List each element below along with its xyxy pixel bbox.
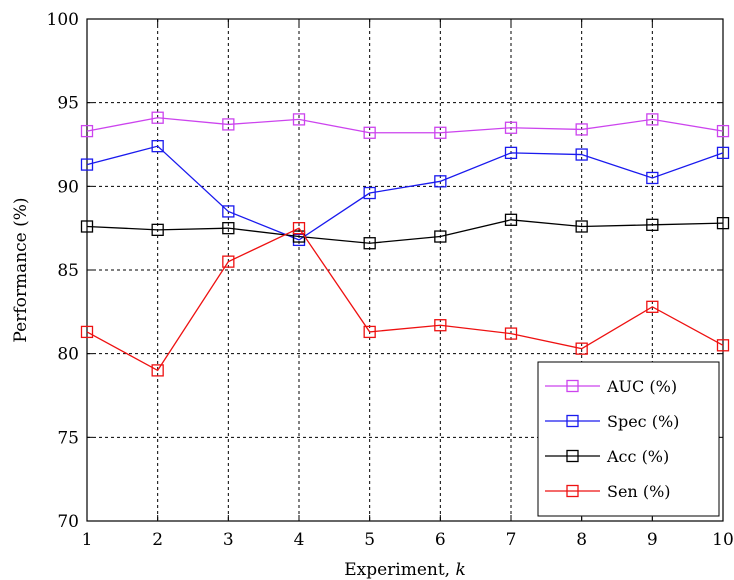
y-ticks: 70 75 80 85 90 95 100	[47, 10, 723, 532]
legend: AUC (%) Spec (%) Acc (%) Sen (%)	[537, 361, 720, 517]
sen-point	[434, 319, 447, 332]
acc-point	[222, 222, 235, 235]
spec-legend-marker	[566, 414, 579, 428]
x-axis-label-variable: k	[455, 560, 465, 580]
spec-point	[80, 158, 94, 171]
auc-point	[434, 126, 447, 139]
auc-point	[646, 113, 659, 126]
sen-point	[222, 255, 235, 268]
auc-point	[80, 124, 94, 138]
sen-series-line	[86, 227, 724, 372]
acc-point	[716, 216, 730, 230]
x-tick-label: 7	[506, 530, 517, 550]
acc-point	[80, 220, 94, 233]
auc-point	[222, 118, 235, 131]
y-axis-label: Performance (%)	[11, 197, 31, 342]
sen-point	[363, 325, 376, 339]
acc-point	[363, 237, 376, 250]
sen-point	[151, 364, 164, 377]
spec-series-line	[86, 145, 724, 241]
spec-point	[363, 186, 376, 200]
sen-point	[292, 222, 306, 235]
x-ticks: 1 2 3 4 5 6 7 8 9 10	[82, 19, 734, 550]
auc-point	[292, 113, 306, 126]
acc-point	[504, 213, 518, 226]
auc-legend-label: AUC (%)	[606, 377, 677, 396]
spec-point	[646, 171, 659, 185]
x-tick-label: 6	[435, 530, 446, 550]
x-tick-label: 9	[647, 530, 658, 550]
spec-point	[434, 175, 447, 188]
auc-point	[504, 121, 518, 134]
y-tick-label: 80	[57, 345, 79, 365]
spec-point	[504, 146, 518, 160]
auc-point	[151, 111, 164, 124]
sen-point	[504, 327, 518, 340]
x-tick-label: 1	[82, 530, 93, 550]
acc-legend-label: Acc (%)	[606, 447, 669, 466]
acc-series-line	[86, 219, 724, 244]
auc-legend-marker	[566, 379, 579, 393]
x-tick-label: 2	[152, 530, 163, 550]
acc-point	[434, 230, 447, 243]
spec-point	[151, 140, 164, 153]
sen-point	[80, 325, 94, 339]
spec-point	[222, 205, 235, 218]
x-tick-label: 4	[294, 530, 305, 550]
spec-point	[575, 148, 588, 161]
series-lines	[80, 111, 730, 377]
y-tick-label: 100	[47, 10, 79, 30]
spec-legend-label: Spec (%)	[607, 412, 679, 431]
auc-point	[363, 126, 376, 139]
x-tick-label: 10	[712, 530, 734, 550]
sen-legend-marker	[566, 484, 579, 498]
y-tick-label: 90	[57, 177, 79, 197]
auc-point	[575, 123, 588, 136]
acc-point	[151, 223, 164, 236]
x-tick-label: 3	[223, 530, 234, 550]
auc-point	[716, 124, 730, 138]
legend-box	[537, 361, 720, 517]
sen-point	[646, 300, 659, 313]
y-tick-label: 70	[57, 512, 79, 532]
spec-point	[716, 146, 730, 160]
x-axis-label-text: Experiment,	[344, 560, 455, 580]
acc-point	[646, 218, 659, 231]
sen-point	[575, 342, 588, 355]
acc-legend-marker	[566, 449, 579, 463]
y-tick-label: 75	[57, 428, 79, 448]
x-tick-label: 5	[364, 530, 375, 550]
sen-legend-label: Sen (%)	[607, 482, 671, 501]
acc-point	[575, 220, 588, 233]
x-tick-label: 8	[576, 530, 587, 550]
y-tick-label: 85	[57, 261, 79, 281]
y-tick-label: 95	[57, 94, 79, 114]
x-axis-label: Experiment, k	[344, 560, 466, 580]
auc-series-line	[86, 117, 724, 134]
sen-point	[716, 339, 730, 352]
